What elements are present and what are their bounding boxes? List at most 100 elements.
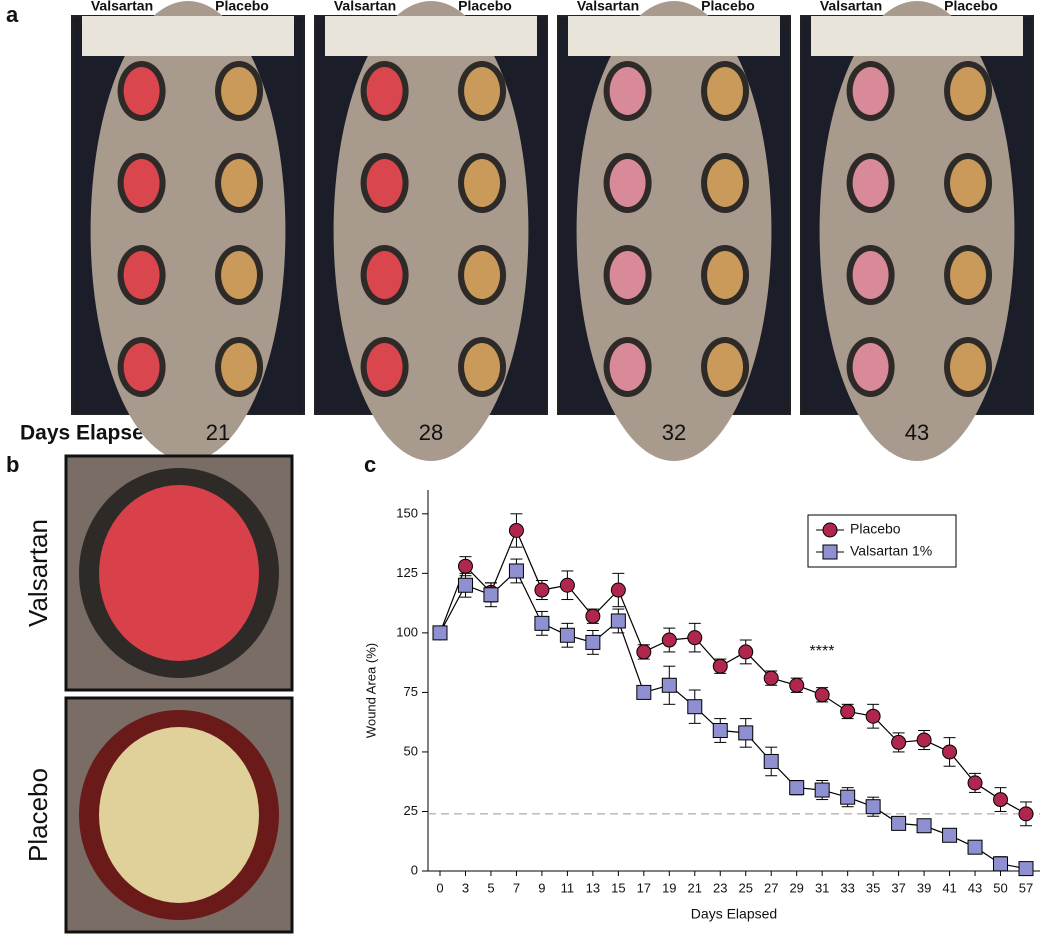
photo-label: Placebo: [458, 0, 512, 14]
wound: [464, 251, 501, 299]
wound: [707, 67, 744, 115]
y-axis-label: Wound Area (%): [363, 643, 378, 738]
legend-marker: [822, 544, 838, 560]
marker: [763, 670, 779, 686]
wound: [852, 159, 889, 207]
wound: [123, 251, 160, 299]
wound: [707, 251, 744, 299]
day-label: 43: [905, 420, 929, 445]
leg: [819, 1, 1015, 461]
y-tick-label: 125: [396, 565, 418, 580]
marker: [993, 856, 1009, 872]
marker: [661, 632, 677, 648]
marker: [738, 644, 754, 660]
x-tick-label: 31: [815, 880, 829, 895]
wound: [707, 343, 744, 391]
wound: [464, 159, 501, 207]
wound: [366, 67, 403, 115]
y-tick-label: 150: [396, 505, 418, 520]
leg: [90, 1, 286, 461]
marker: [559, 627, 575, 643]
x-tick-label: 39: [917, 880, 931, 895]
marker: [942, 827, 958, 843]
marker: [1018, 861, 1034, 877]
marker: [687, 630, 703, 646]
marker: [636, 644, 652, 660]
photo-label: Valsartan: [820, 0, 882, 14]
marker: [789, 677, 805, 693]
cloth: [82, 16, 294, 56]
marker: [916, 732, 932, 748]
marker: [687, 699, 703, 715]
panel-label: c: [364, 452, 376, 477]
wound: [366, 251, 403, 299]
marker: [789, 780, 805, 796]
photo-label: Placebo: [701, 0, 755, 14]
wound: [221, 343, 258, 391]
marker: [814, 782, 830, 798]
marker: [967, 775, 983, 791]
marker: [763, 753, 779, 769]
marker: [661, 677, 677, 693]
marker: [712, 658, 728, 674]
wound: [366, 159, 403, 207]
marker: [865, 799, 881, 815]
x-tick-label: 33: [840, 880, 854, 895]
leg: [333, 1, 529, 461]
marker: [432, 625, 448, 641]
x-tick-label: 21: [688, 880, 702, 895]
x-axis-label: Days Elapsed: [691, 906, 777, 922]
x-tick-label: 0: [436, 880, 443, 895]
legend-label: Placebo: [850, 521, 901, 537]
leg: [576, 1, 772, 461]
wound: [852, 251, 889, 299]
panel-label: a: [6, 2, 19, 27]
marker: [483, 587, 499, 603]
marker: [967, 839, 983, 855]
legend-label: Valsartan 1%: [850, 543, 932, 559]
wound: [464, 67, 501, 115]
wound: [221, 251, 258, 299]
day-label: 32: [662, 420, 686, 445]
marker: [457, 577, 473, 593]
wound: [609, 343, 646, 391]
wound: [609, 159, 646, 207]
x-tick-label: 5: [487, 880, 494, 895]
x-tick-label: 25: [739, 880, 753, 895]
photo-label: Valsartan: [577, 0, 639, 14]
x-tick-label: 11: [561, 880, 575, 895]
marker: [840, 789, 856, 805]
marker: [993, 792, 1009, 808]
day-label: 28: [419, 420, 443, 445]
x-tick-label: 19: [662, 880, 676, 895]
wound: [123, 67, 160, 115]
marker: [585, 634, 601, 650]
marker: [1018, 806, 1034, 822]
marker: [610, 613, 626, 629]
x-tick-label: 23: [713, 880, 727, 895]
day-label: 21: [206, 420, 230, 445]
marker: [508, 522, 524, 538]
wound: [609, 67, 646, 115]
y-tick-label: 50: [404, 743, 418, 758]
annotation: ****: [810, 643, 835, 660]
wound: [99, 727, 259, 903]
wound: [221, 159, 258, 207]
x-tick-label: 43: [968, 880, 982, 895]
marker: [712, 723, 728, 739]
marker: [585, 608, 601, 624]
wound: [123, 159, 160, 207]
x-tick-label: 9: [538, 880, 545, 895]
marker: [891, 734, 907, 750]
cloth: [325, 16, 537, 56]
x-tick-label: 29: [789, 880, 803, 895]
marker: [457, 558, 473, 574]
x-tick-label: 50: [993, 880, 1007, 895]
wound: [852, 67, 889, 115]
wound: [366, 343, 403, 391]
days-label: Days Elapsed: [20, 422, 157, 445]
photo-label: Placebo: [944, 0, 998, 14]
marker: [610, 582, 626, 598]
marker: [916, 818, 932, 834]
